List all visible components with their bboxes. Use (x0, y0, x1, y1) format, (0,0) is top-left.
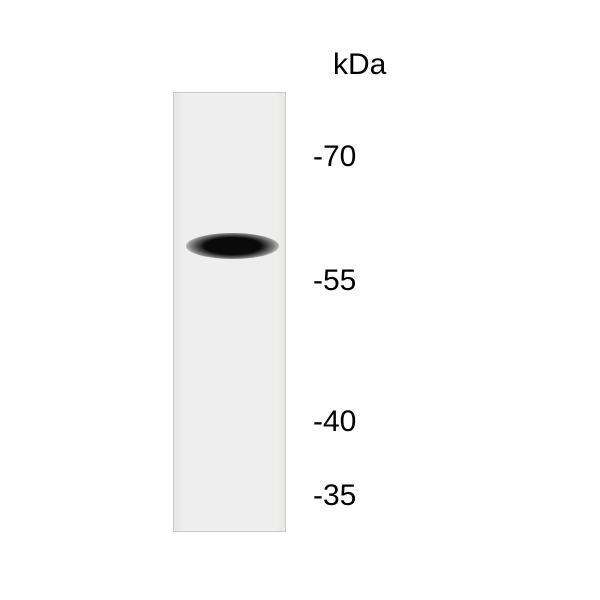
blot-figure: kDa -70 -55 -40 -35 (0, 0, 600, 600)
blot-lane (173, 92, 286, 532)
protein-band (186, 233, 279, 259)
marker-label: -55 (313, 264, 356, 298)
marker-label: -70 (313, 140, 356, 174)
marker-label: -40 (313, 405, 356, 439)
marker-label: -35 (313, 479, 356, 513)
unit-header: kDa (333, 48, 386, 82)
